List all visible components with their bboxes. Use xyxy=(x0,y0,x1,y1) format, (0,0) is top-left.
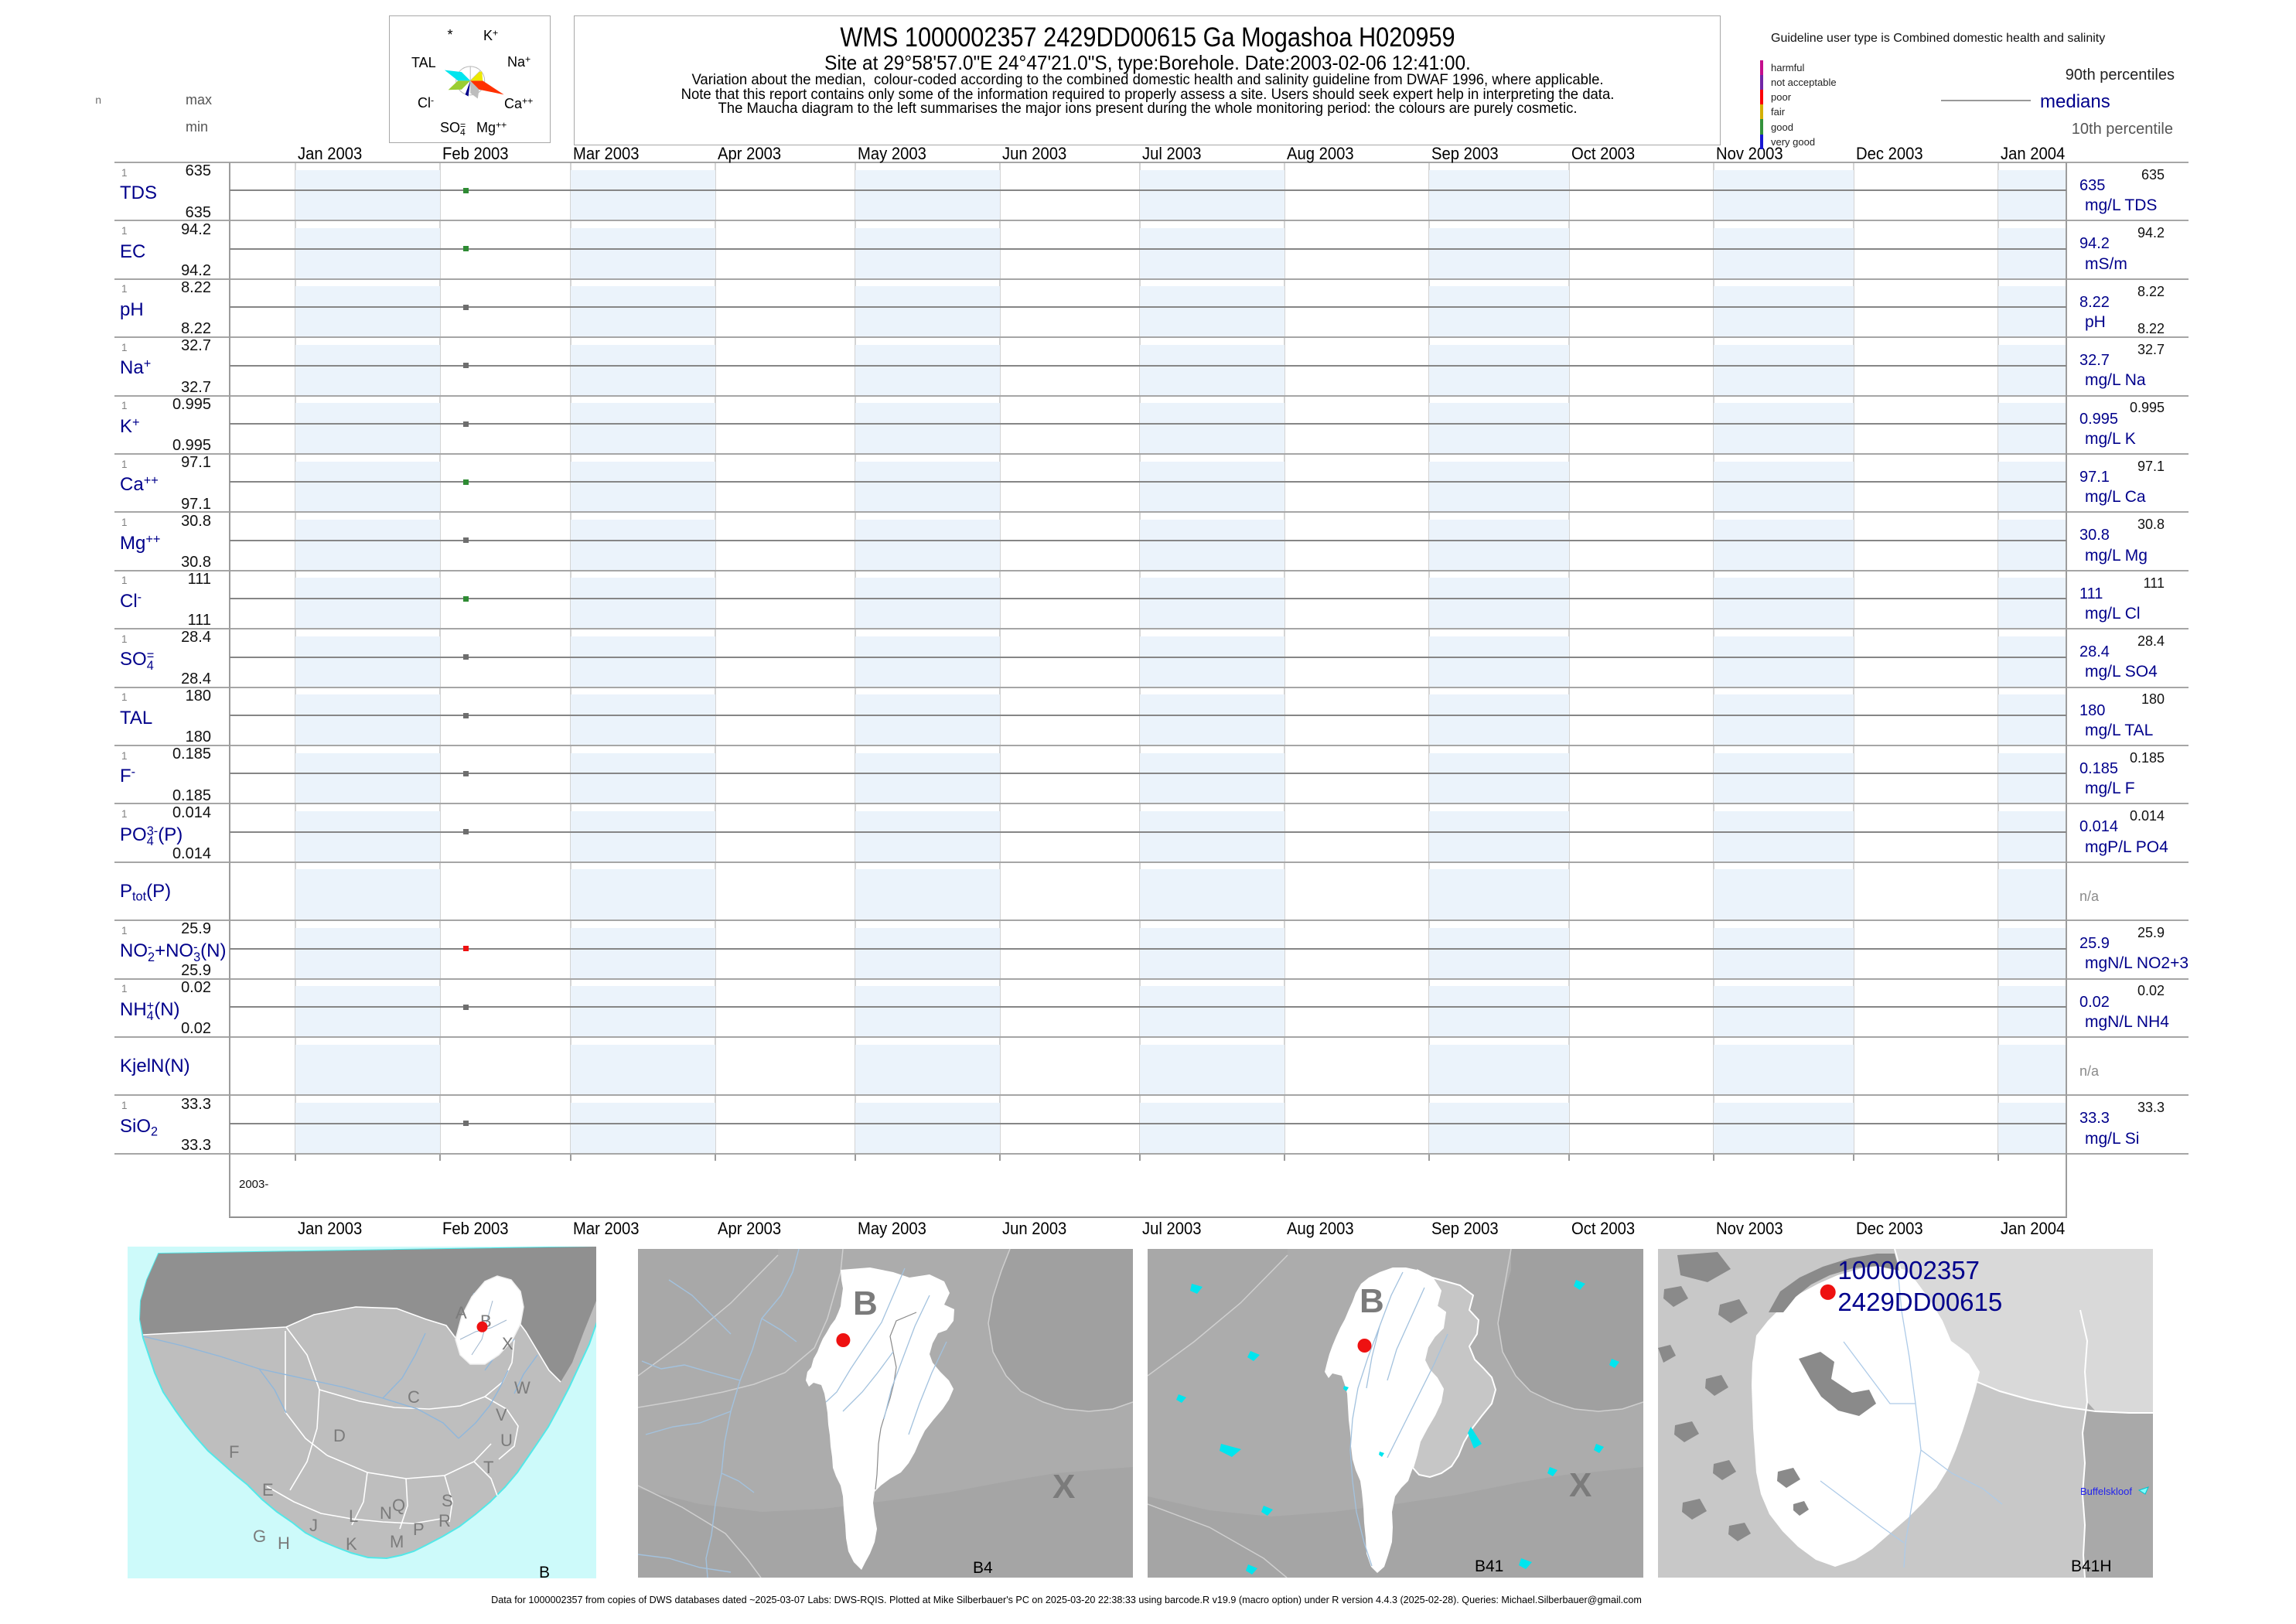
svg-text:B41H: B41H xyxy=(2071,1557,2112,1575)
svg-text:F: F xyxy=(229,1442,239,1462)
svg-text:B: B xyxy=(1360,1282,1384,1320)
svg-text:R: R xyxy=(438,1511,451,1530)
svg-text:Q: Q xyxy=(392,1496,405,1515)
svg-text:J: J xyxy=(309,1516,318,1535)
svg-text:G: G xyxy=(253,1527,266,1546)
svg-text:1000002357: 1000002357 xyxy=(1837,1256,1980,1285)
svg-text:X: X xyxy=(1052,1468,1075,1506)
svg-text:A: A xyxy=(455,1303,467,1322)
svg-text:2429DD00615: 2429DD00615 xyxy=(1837,1288,2002,1316)
svg-text:E: E xyxy=(262,1480,274,1499)
svg-text:S: S xyxy=(442,1491,453,1510)
svg-text:D: D xyxy=(333,1426,346,1445)
svg-text:B: B xyxy=(539,1564,550,1578)
svg-text:B4: B4 xyxy=(973,1559,993,1577)
svg-text:L: L xyxy=(349,1506,358,1526)
svg-text:T: T xyxy=(483,1458,493,1477)
svg-text:H: H xyxy=(278,1534,290,1553)
svg-text:Buffelskloof: Buffelskloof xyxy=(2080,1486,2132,1497)
svg-text:C: C xyxy=(408,1387,420,1407)
svg-text:U: U xyxy=(500,1431,513,1450)
svg-text:K: K xyxy=(346,1534,357,1554)
svg-text:N: N xyxy=(380,1503,392,1523)
svg-text:M: M xyxy=(390,1532,404,1551)
svg-text:X: X xyxy=(502,1334,513,1353)
svg-text:W: W xyxy=(514,1378,531,1397)
svg-text:V: V xyxy=(496,1405,507,1424)
svg-text:P: P xyxy=(413,1520,425,1539)
svg-text:X: X xyxy=(1569,1466,1592,1504)
svg-text:B: B xyxy=(853,1285,878,1322)
svg-text:B41: B41 xyxy=(1475,1557,1503,1575)
